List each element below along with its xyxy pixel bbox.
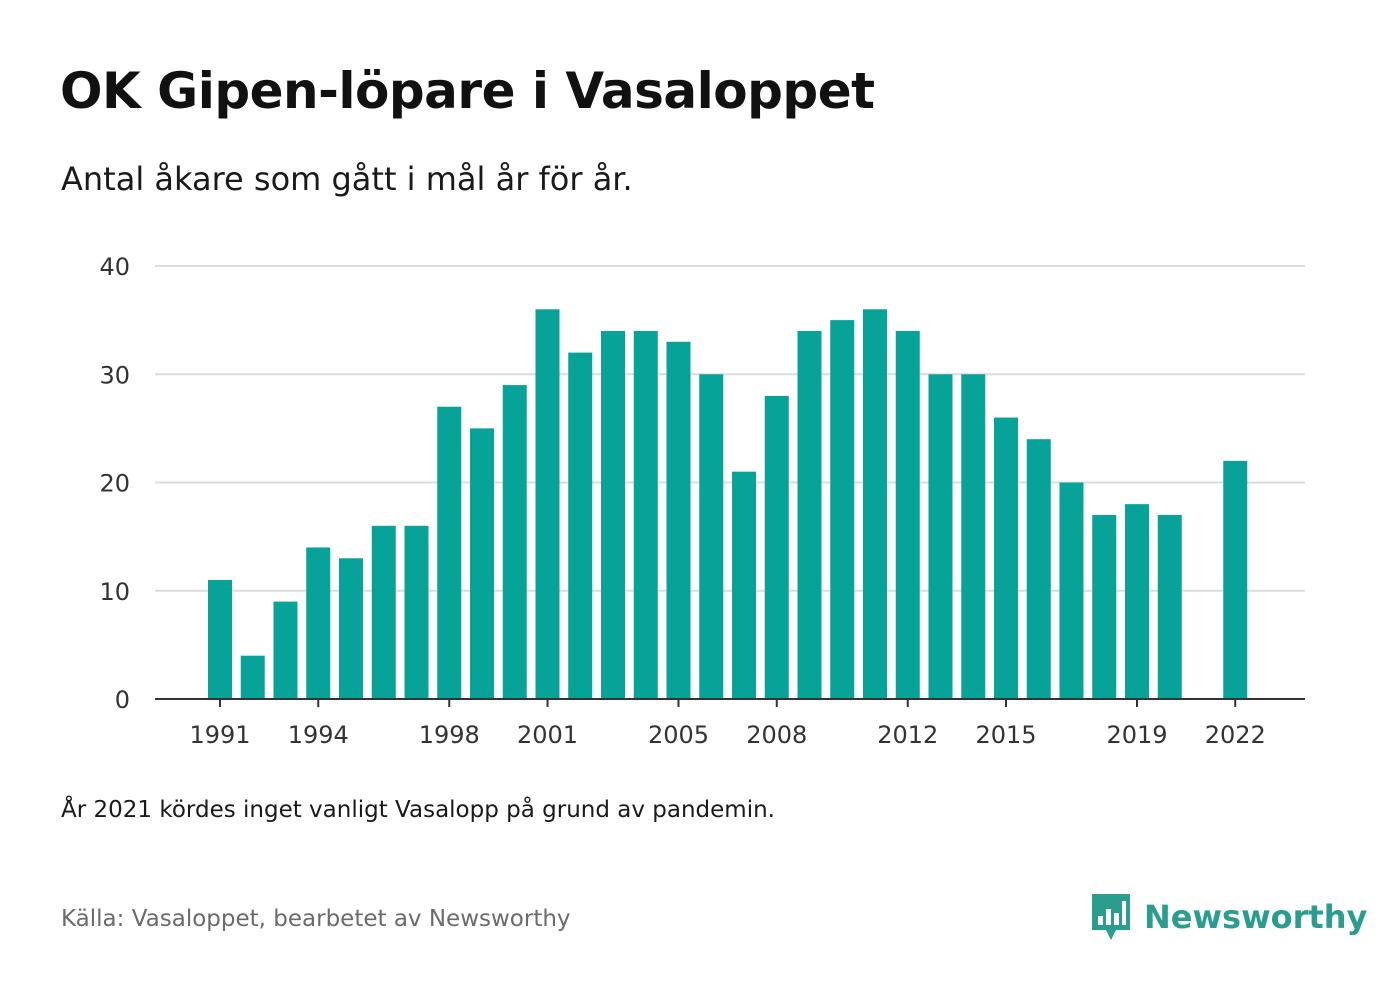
y-tick-label: 0 xyxy=(115,686,130,714)
y-tick-label: 40 xyxy=(99,253,130,281)
bar-2000 xyxy=(502,385,527,699)
bar-1995 xyxy=(339,558,363,699)
y-tick-label: 10 xyxy=(99,578,130,606)
bar-2011 xyxy=(863,309,887,699)
x-tick-label: 2015 xyxy=(975,721,1036,749)
bar-2017 xyxy=(1059,482,1084,699)
x-tick-label: 1994 xyxy=(288,721,349,749)
bar-1993 xyxy=(273,601,298,699)
bar-1999 xyxy=(470,428,494,699)
bar-1998 xyxy=(437,406,462,699)
y-tick-label: 20 xyxy=(99,470,130,498)
x-tick-label: 2019 xyxy=(1106,721,1167,749)
bar-2012 xyxy=(895,330,920,699)
bar-1991 xyxy=(208,579,232,699)
bar-2005 xyxy=(666,341,691,699)
x-tick-label: 2022 xyxy=(1205,721,1266,749)
x-tick-label: 1998 xyxy=(419,721,480,749)
bar-2010 xyxy=(830,320,855,699)
y-tick-label: 30 xyxy=(99,361,130,389)
bar-2018 xyxy=(1092,514,1117,699)
axes: 0 10 20 30 40 1991 1994 1998 2001 2005 2008 2012 201… xyxy=(99,253,1305,749)
bar-2019 xyxy=(1125,504,1149,699)
bar-2013 xyxy=(928,374,953,699)
bar-2016 xyxy=(1026,439,1051,699)
x-tick-label: 2005 xyxy=(648,721,709,749)
source-credit: Källa: Vasaloppet, bearbetet av Newswort… xyxy=(61,906,571,932)
bar-2014 xyxy=(961,374,986,699)
bar-1997 xyxy=(404,525,429,699)
bar-2006 xyxy=(699,374,724,699)
bar-2002 xyxy=(568,352,593,699)
chart-title: OK Gipen-löpare i Vasaloppet xyxy=(60,62,875,120)
bar-2009 xyxy=(797,330,822,699)
bar-1996 xyxy=(371,525,396,699)
chart-note: År 2021 kördes inget vanligt Vasalopp på… xyxy=(61,797,775,823)
bar-2001 xyxy=(535,309,560,699)
x-tick-label: 2012 xyxy=(877,721,938,749)
bar-2020 xyxy=(1157,514,1182,699)
bar-1992 xyxy=(240,655,265,699)
bars xyxy=(208,309,1248,699)
bar-2004 xyxy=(633,330,658,699)
x-tick-label: 2001 xyxy=(517,721,578,749)
bar-2003 xyxy=(601,330,625,699)
bar-2022 xyxy=(1223,460,1248,699)
bar-2007 xyxy=(732,471,756,699)
brand-logo: Newsworthy xyxy=(1090,890,1367,944)
bar-2008 xyxy=(764,395,789,699)
x-tick-label: 2008 xyxy=(746,721,807,749)
bar-1994 xyxy=(306,547,331,699)
x-tick-label: 1991 xyxy=(189,721,250,749)
brand-name: Newsworthy xyxy=(1144,898,1368,936)
bar-2015 xyxy=(994,417,1018,699)
chart-subtitle: Antal åkare som gått i mål år för år. xyxy=(61,160,633,198)
newsworthy-logo-icon xyxy=(1092,894,1130,940)
